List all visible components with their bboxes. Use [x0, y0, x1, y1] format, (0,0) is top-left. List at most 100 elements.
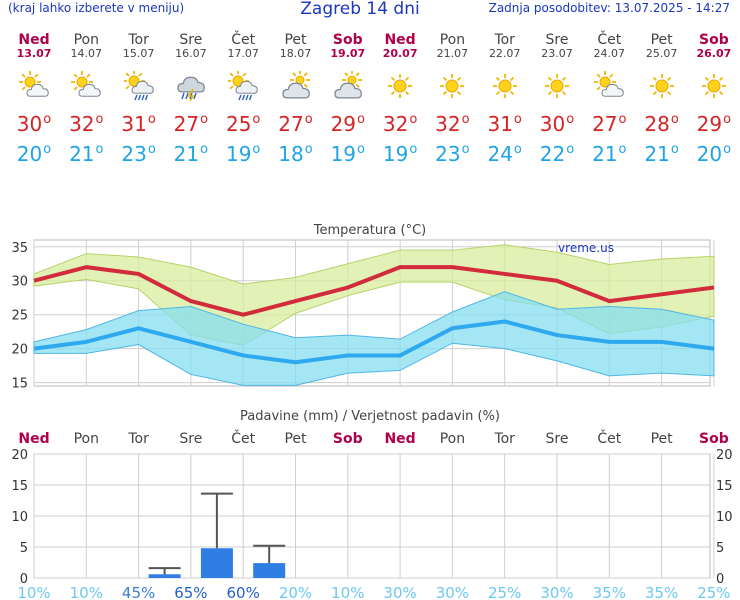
min-temp: 19o [374, 142, 426, 166]
category-label: Čet [231, 429, 255, 447]
precip-probability: 30% [383, 584, 416, 600]
y-tick-label-right: 5 [716, 541, 724, 556]
max-temp: 27o [270, 112, 322, 136]
precip-probability: 35% [593, 584, 626, 600]
degree-mark: o [43, 112, 52, 127]
y-tick-label: 30 [11, 275, 28, 290]
precip-probability: 10% [331, 584, 364, 600]
max-temp: 30o [531, 112, 583, 136]
degree-mark: o [304, 112, 313, 127]
max-temp-value: 27 [173, 112, 200, 136]
day-name: Sre [545, 32, 569, 48]
day-name: Pet [284, 32, 307, 48]
degree-mark: o [723, 142, 732, 157]
min-temp: 20o [8, 142, 60, 166]
precip-probability: 10% [17, 584, 50, 600]
category-label: Sre [546, 431, 569, 447]
min-temp: 19o [217, 142, 269, 166]
degree-mark: o [200, 142, 209, 157]
day-date: 21.07 [436, 47, 469, 60]
day-date: 15.07 [122, 47, 155, 60]
day-date: 24.07 [593, 47, 626, 60]
y-tick-label-right: 10 [716, 510, 733, 525]
precip-probability: 65% [174, 584, 207, 600]
precip-probability: 30% [540, 584, 573, 600]
temperature-chart-title: Temperatura (°C) [313, 223, 426, 238]
max-temp-value: 32 [69, 112, 95, 136]
day-header: Tor 22.07 [479, 33, 531, 60]
min-temp: 24o [479, 142, 531, 166]
min-temp: 21o [60, 142, 112, 166]
sun-icon [388, 74, 413, 98]
sun-icon [545, 74, 569, 98]
category-label: Ned [18, 431, 49, 447]
degree-mark: o [95, 112, 104, 127]
day-date: 23.07 [541, 47, 573, 60]
watermark: vreme.us [558, 241, 614, 255]
category-label: Pet [284, 431, 307, 447]
y-tick-label-left: 20 [11, 448, 28, 463]
precip-probability: 20% [279, 584, 312, 600]
degree-mark: o [566, 142, 575, 157]
y-tick-label-right: 20 [716, 448, 733, 463]
sun-icon [492, 74, 517, 98]
degree-mark: o [147, 142, 156, 157]
day-header: Čet 24.07 [583, 33, 635, 60]
day-name: Ned [384, 32, 416, 48]
max-temp: 32o [374, 112, 426, 136]
max-temp-value: 32 [435, 112, 461, 136]
temperature-chart: Temperatura (°C) 15 20 25 30 35 vreme.us [11, 223, 715, 392]
min-temp-value: 23 [435, 142, 461, 166]
temperature-range-band [33, 291, 715, 386]
category-label: Pon [74, 431, 99, 447]
min-temp: 20o [688, 142, 740, 166]
max-temp: 32o [60, 112, 112, 136]
day-date: 26.07 [696, 47, 732, 60]
min-temp: 23o [426, 142, 478, 166]
category-label: Čet [597, 429, 621, 447]
precip-probability: 60% [227, 584, 260, 600]
precipitation-bar [253, 563, 286, 578]
precip-probability: 25% [488, 584, 521, 600]
min-temp-value: 19 [382, 142, 409, 166]
min-temp: 21o [583, 142, 635, 166]
category-label: Tor [127, 431, 149, 447]
category-label: Sob [333, 431, 363, 447]
y-tick-label-left: 5 [20, 541, 28, 556]
spacer [0, 170, 740, 215]
max-temp: 27o [583, 112, 635, 136]
day-name: Sob [699, 32, 729, 48]
day-name: Pon [439, 32, 466, 48]
degree-mark: o [95, 142, 104, 157]
day-header: Sre 16.07 [165, 33, 217, 60]
max-temp-value: 31 [487, 112, 513, 136]
sun-rain-icon [123, 71, 154, 101]
max-temp-value: 27 [592, 112, 618, 136]
max-temp: 31o [113, 112, 165, 136]
precip-probability: 35% [645, 584, 678, 600]
partly-sunny-icon [19, 71, 49, 97]
category-label: Pet [651, 431, 674, 447]
day-header: Ned 20.07 [374, 33, 426, 60]
min-temp-value: 24 [487, 142, 513, 166]
precip-probability: 10% [70, 584, 103, 600]
day-date: 22.07 [488, 47, 521, 60]
max-temp-value: 29 [696, 112, 723, 136]
category-label: Sob [699, 431, 729, 447]
max-temp-value: 31 [121, 112, 147, 136]
day-header: Sob 26.07 [688, 33, 740, 60]
precip-probability: 25% [697, 584, 730, 600]
max-temp-value: 25 [225, 112, 252, 136]
day-date: 18.07 [279, 47, 312, 60]
min-temp: 22o [531, 142, 583, 166]
y-tick-label: 20 [11, 343, 28, 358]
y-tick-label: 35 [11, 241, 28, 256]
degree-mark: o [670, 142, 679, 157]
max-temp: 32o [426, 112, 478, 136]
day-date: 16.07 [175, 47, 207, 60]
min-temp: 23o [113, 142, 165, 166]
day-name: Tor [494, 32, 515, 48]
max-temp-value: 32 [382, 112, 409, 136]
degree-mark: o [43, 142, 52, 157]
min-temp-value: 19 [330, 142, 357, 166]
